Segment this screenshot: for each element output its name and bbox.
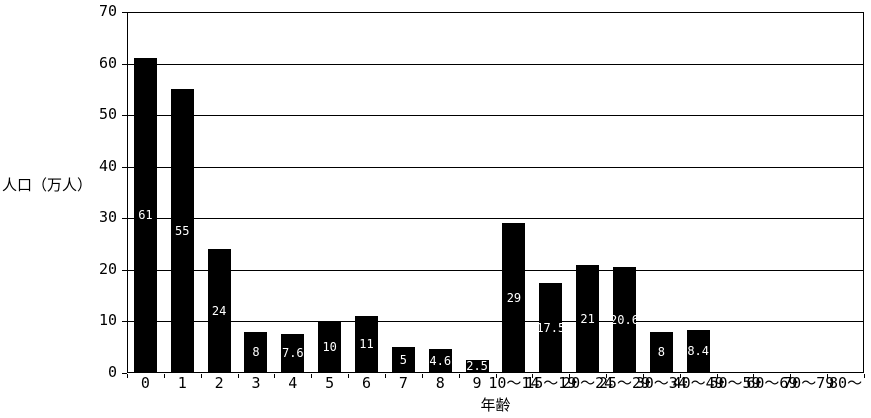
x-tick-mark [790,374,792,378]
x-tick-mark [495,374,497,378]
x-tick-label: 3 [251,374,261,392]
x-tick-mark [716,374,718,378]
y-tick-mark [122,218,127,220]
x-tick-mark [421,374,423,378]
y-tick-label: 30 [98,208,117,227]
bar: 10 [318,321,342,373]
bar-value-label: 8.4 [687,344,710,358]
x-tick-label: 5 [325,374,335,392]
x-tick-label: 9 [472,374,482,392]
gridline [127,218,864,220]
y-tick-mark [122,373,127,374]
bar: 2.5 [465,360,489,373]
bar-value-label: 4.6 [429,353,452,368]
y-tick-mark [122,166,127,168]
bar: 8.4 [686,330,710,373]
x-tick-label: 60～69 [746,374,798,392]
x-tick-label: 10～14 [488,374,540,392]
bar: 55 [170,89,194,373]
y-tick-label: 70 [98,2,117,20]
y-tick-label: 10 [98,311,117,330]
bar-value-label: 8 [252,345,260,359]
x-tick-mark [127,374,128,378]
x-tick-mark [274,374,276,378]
y-tick-mark [122,63,127,65]
x-tick-label: 25～29 [598,374,651,392]
y-axis-title: 人口（万人） [2,176,93,194]
y-tick-label: 60 [98,53,117,72]
x-tick-mark [753,374,755,378]
x-tick-mark [569,374,571,378]
gridline [127,269,864,271]
x-tick-mark [348,374,350,378]
bar-value-label: 10 [322,339,337,354]
y-tick-mark [122,115,127,117]
bar-value-label: 17.5 [539,320,563,335]
x-tick-mark [642,374,644,378]
x-tick-label: 40～49 [672,374,724,392]
y-tick-label: 40 [98,156,117,175]
bar-value-label: 7.6 [281,346,304,360]
y-tick-mark [122,12,127,13]
x-tick-mark [827,374,829,378]
bar: 21 [576,265,600,373]
x-tick-label: 2 [214,374,224,392]
x-tick-label: 0 [140,374,150,392]
bar-value-label: 61 [138,208,153,222]
bar: 4.6 [428,349,452,373]
x-tick-label: 70～79 [783,374,835,392]
bar-value-label: 24 [211,303,227,318]
bar: 5 [391,347,415,373]
gridline [127,63,864,65]
bar: 8 [244,332,268,373]
x-tick-mark [163,374,165,378]
gridline [127,321,864,323]
bar-value-label: 21 [580,311,595,326]
bar-value-label: 55 [175,223,190,238]
y-tick-mark [122,269,127,271]
y-tick-label: 50 [98,105,117,124]
x-tick-mark [532,374,534,378]
x-tick-label: 8 [435,374,445,392]
bar: 61 [133,58,157,373]
bar: 11 [355,316,379,373]
x-axis-title: 年齢 [480,396,511,414]
x-tick-label: 6 [362,374,372,392]
x-tick-mark [311,374,313,378]
x-tick-mark [679,374,681,378]
x-tick-mark [237,374,239,378]
bar: 7.6 [281,334,305,373]
bar: 8 [649,332,673,373]
bar: 17.5 [539,283,563,373]
x-tick-label: 4 [288,374,298,392]
bar: 29 [502,223,526,373]
bar: 20.6 [612,267,636,373]
plot-area [127,12,864,373]
bar-value-label: 2.5 [466,360,488,373]
x-tick-mark [384,374,386,378]
x-tick-label: 80～ [829,374,863,392]
bar-value-label: 5 [399,352,407,367]
x-tick-label: 1 [177,374,187,392]
x-tick-label: 15～19 [525,374,577,392]
bar-value-label: 11 [359,337,374,351]
x-tick-mark [458,374,460,378]
x-tick-mark [200,374,202,378]
gridline [127,115,864,117]
bar-value-label: 8 [657,345,665,359]
x-tick-label: 7 [398,374,408,392]
gridline [127,166,864,168]
bar-value-label: 20.6 [612,312,636,327]
y-tick-label: 20 [98,259,117,278]
x-tick-label: 50～59 [709,374,761,392]
bar-value-label: 29 [506,290,522,305]
x-tick-label: 30～34 [635,374,687,392]
x-tick-mark [864,374,865,378]
y-tick-mark [122,321,127,323]
bar: 24 [207,249,231,373]
x-tick-mark [606,374,608,378]
y-tick-label: 0 [107,363,117,381]
x-tick-label: 20～24 [562,374,614,392]
